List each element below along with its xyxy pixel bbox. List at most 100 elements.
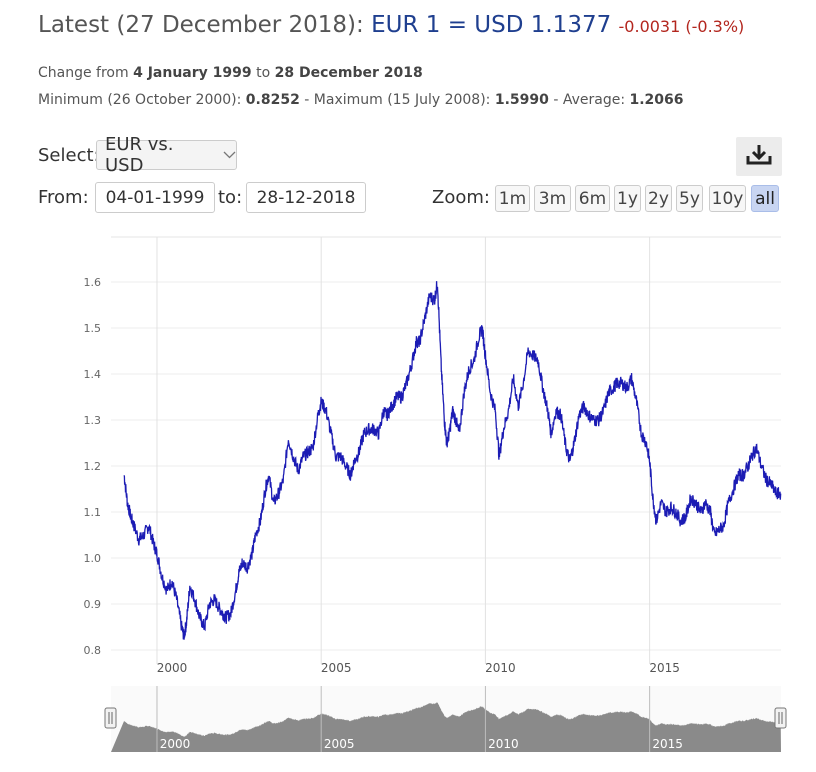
data-point xyxy=(555,410,556,411)
data-point xyxy=(626,387,627,388)
data-point xyxy=(547,410,548,411)
y-tick-label: 1.2 xyxy=(84,460,102,473)
data-point xyxy=(710,511,711,512)
to-date-input[interactable]: 28-12-2018 xyxy=(246,182,366,213)
download-button[interactable] xyxy=(736,137,782,176)
data-point xyxy=(219,608,220,609)
navigator[interactable]: 2000 2005 2010 2015 xyxy=(104,686,787,752)
data-point xyxy=(661,502,662,503)
data-point xyxy=(127,502,128,503)
data-point xyxy=(459,433,460,434)
data-point xyxy=(156,553,157,554)
data-point xyxy=(718,530,719,531)
data-point xyxy=(528,350,529,351)
data-point xyxy=(478,337,479,338)
data-point xyxy=(780,493,781,494)
download-icon xyxy=(746,144,772,170)
data-point xyxy=(775,493,776,494)
zoom-3m-button[interactable]: 3m xyxy=(534,185,571,212)
data-point xyxy=(495,410,496,411)
data-point xyxy=(518,406,519,407)
min-label: Minimum (26 October 2000): xyxy=(38,92,242,108)
data-point xyxy=(665,511,666,512)
y-tick-label: 1.1 xyxy=(84,506,102,519)
data-point xyxy=(685,516,686,517)
zoom-6m-button[interactable]: 6m xyxy=(575,185,610,212)
zoom-10y-button[interactable]: 10y xyxy=(709,185,746,212)
data-point xyxy=(199,617,200,618)
data-point xyxy=(230,613,231,614)
data-point xyxy=(743,475,744,476)
data-point xyxy=(603,410,604,411)
data-point xyxy=(738,475,739,476)
data-point xyxy=(656,521,657,522)
data-point xyxy=(317,415,318,416)
zoom-2y-button[interactable]: 2y xyxy=(645,185,672,212)
data-point xyxy=(621,383,622,384)
navigator-area xyxy=(111,701,781,752)
data-point xyxy=(593,419,594,420)
y-axis: 0.8 0.9 1.0 1.1 1.2 1.3 1.4 1.5 1.6 xyxy=(84,276,102,657)
x-tick-label: 2010 xyxy=(485,661,516,675)
data-point xyxy=(560,415,561,416)
zoom-all-button[interactable]: all xyxy=(751,185,779,212)
data-point xyxy=(578,415,579,416)
data-point xyxy=(353,461,354,462)
stats-line: Minimum (26 October 2000): 0.8252 - Maxi… xyxy=(38,92,684,108)
data-point xyxy=(326,410,327,411)
latest-rate-headline: Latest (27 December 2018): EUR 1 = USD 1… xyxy=(38,12,744,38)
zoom-1m-button[interactable]: 1m xyxy=(495,185,530,212)
from-date-input[interactable]: 04-01-1999 xyxy=(95,182,215,213)
data-point xyxy=(183,636,184,637)
data-point xyxy=(766,479,767,480)
data-point xyxy=(440,364,441,365)
data-point xyxy=(340,456,341,457)
avg-label: - Average: xyxy=(553,92,626,108)
data-point xyxy=(391,406,392,407)
data-point xyxy=(176,599,177,600)
data-point xyxy=(705,502,706,503)
data-point xyxy=(288,438,289,439)
navigator-left-handle[interactable] xyxy=(104,707,117,729)
data-point xyxy=(649,461,650,462)
data-point xyxy=(598,419,599,420)
data-point xyxy=(181,626,182,627)
zoom-1y-button[interactable]: 1y xyxy=(614,185,641,212)
data-point xyxy=(771,484,772,485)
data-point xyxy=(455,419,456,420)
data-point xyxy=(631,378,632,379)
data-point xyxy=(396,396,397,397)
x-axis: 2000 2005 2010 2015 xyxy=(157,661,680,675)
data-point xyxy=(401,396,402,397)
data-point xyxy=(437,281,438,282)
data-point xyxy=(406,383,407,384)
max-value: 1.5990 xyxy=(494,92,549,108)
data-point xyxy=(449,433,450,434)
data-point xyxy=(194,599,195,600)
data-point xyxy=(171,580,172,581)
data-point xyxy=(133,525,134,526)
data-point xyxy=(307,452,308,453)
data-point xyxy=(429,295,430,296)
currency-pair-select[interactable]: EUR vs. USD xyxy=(96,134,237,176)
data-point xyxy=(321,401,322,402)
zoom-5y-button[interactable]: 5y xyxy=(676,185,703,212)
data-point xyxy=(532,355,533,356)
data-point xyxy=(383,410,384,411)
navigator-tick-label: 2005 xyxy=(324,737,355,751)
data-point xyxy=(166,590,167,591)
data-point xyxy=(542,387,543,388)
data-point xyxy=(670,507,671,508)
data-point xyxy=(700,511,701,512)
data-point xyxy=(303,456,304,457)
navigator-right-handle[interactable] xyxy=(774,707,787,729)
data-point xyxy=(416,341,417,342)
data-point xyxy=(499,456,500,457)
data-point xyxy=(214,599,215,600)
data-point xyxy=(675,511,676,512)
rate-value: EUR 1 = USD 1.1377 xyxy=(371,12,612,38)
data-point xyxy=(652,498,653,499)
data-point xyxy=(265,488,266,489)
data-point xyxy=(138,539,139,540)
